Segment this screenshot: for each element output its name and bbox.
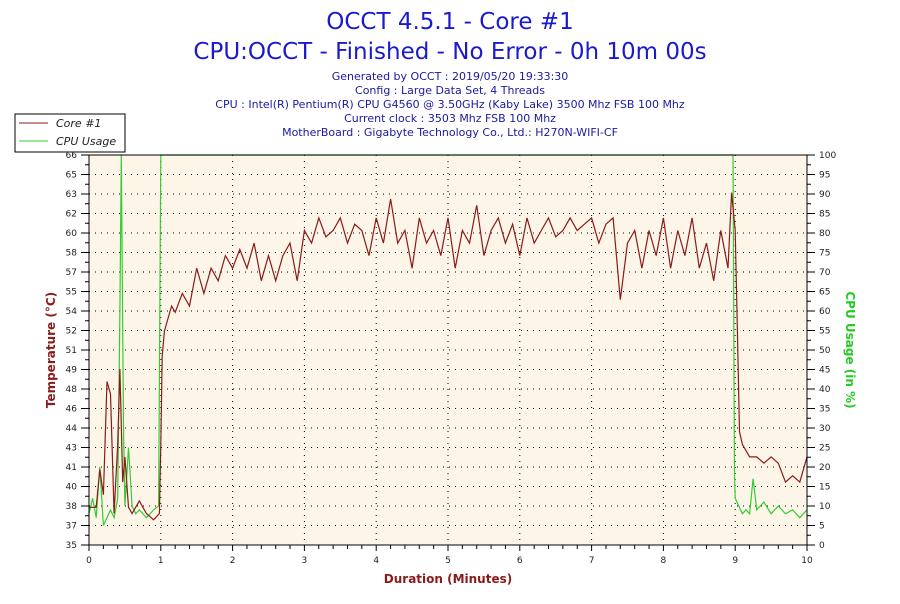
legend-label-core: Core #1 <box>56 117 101 130</box>
y-right-tick-label: 45 <box>819 366 830 376</box>
x-tick-label: 1 <box>158 556 164 566</box>
info-config: Config : Large Data Set, 4 Threads <box>355 84 545 97</box>
info-clock: Current clock : 3503 Mhz FSB 100 Mhz <box>344 112 556 125</box>
y-left-tick-label: 58 <box>66 249 78 259</box>
y-left-tick-label: 49 <box>66 366 78 376</box>
y-left-tick-label: 55 <box>66 288 77 298</box>
y-left-tick-label: 40 <box>66 483 78 493</box>
y-left-tick-label: 38 <box>66 502 78 512</box>
x-tick-label: 7 <box>589 556 595 566</box>
axes: 0 1 2 3 4 5 6 7 8 9 103537384041434446484951525455… <box>66 151 837 566</box>
y-right-tick-label: 65 <box>819 288 830 298</box>
y-right-tick-label: 5 <box>819 522 825 532</box>
legend: Core #1 CPU Usage <box>14 113 126 153</box>
y-right-tick-label: 25 <box>819 444 830 454</box>
y-right-tick-label: 40 <box>819 385 831 395</box>
y-right-tick-label: 0 <box>819 541 825 551</box>
y-right-tick-label: 95 <box>819 171 830 181</box>
x-tick-label: 6 <box>517 556 523 566</box>
x-tick-label: 8 <box>661 556 667 566</box>
y-left-tick-label: 46 <box>66 405 78 415</box>
x-tick-label: 5 <box>445 556 451 566</box>
y-left-tick-label: 57 <box>66 268 77 278</box>
y-left-tick-label: 66 <box>66 151 78 161</box>
x-axis-label: Duration (Minutes) <box>384 572 512 586</box>
y-right-tick-label: 75 <box>819 249 830 259</box>
y-right-tick-label: 50 <box>819 346 831 356</box>
y-left-tick-label: 41 <box>66 463 77 473</box>
x-tick-label: 0 <box>86 556 92 566</box>
y-axis-right-label: CPU Usage (in %) <box>843 291 857 408</box>
x-tick-label: 2 <box>230 556 236 566</box>
y-left-tick-label: 52 <box>66 327 77 337</box>
y-left-tick-label: 54 <box>66 307 78 317</box>
y-left-tick-label: 35 <box>66 541 77 551</box>
series-line-core-1 <box>89 192 808 521</box>
y-right-tick-label: 55 <box>819 327 830 337</box>
y-right-tick-label: 100 <box>819 151 836 161</box>
info-motherboard: MotherBoard : Gigabyte Technology Co., L… <box>282 126 618 139</box>
y-right-tick-label: 10 <box>819 502 831 512</box>
y-right-tick-label: 60 <box>819 307 831 317</box>
y-left-tick-label: 48 <box>66 385 78 395</box>
y-left-tick-label: 65 <box>66 171 77 181</box>
y-axis-left-label: Temperature (°C) <box>44 292 58 408</box>
y-right-tick-label: 15 <box>819 483 830 493</box>
plot-area <box>89 155 807 545</box>
y-left-tick-label: 62 <box>66 210 77 220</box>
x-tick-label: 4 <box>373 556 379 566</box>
x-tick-label: 10 <box>801 556 813 566</box>
y-left-tick-label: 60 <box>66 229 78 239</box>
y-right-tick-label: 90 <box>819 190 831 200</box>
y-left-tick-label: 63 <box>66 190 77 200</box>
y-right-tick-label: 30 <box>819 424 831 434</box>
legend-label-cpu: CPU Usage <box>56 135 116 148</box>
y-left-tick-label: 51 <box>66 346 77 356</box>
y-left-tick-label: 37 <box>66 522 77 532</box>
chart-subtitle: CPU:OCCT - Finished - No Error - 0h 10m … <box>193 39 706 65</box>
chart-title: OCCT 4.5.1 - Core #1 <box>326 9 573 35</box>
y-right-tick-label: 85 <box>819 210 830 220</box>
x-tick-label: 9 <box>732 556 738 566</box>
x-tick-label: 3 <box>302 556 308 566</box>
y-left-tick-label: 44 <box>66 424 78 434</box>
y-right-tick-label: 80 <box>819 229 831 239</box>
series-lines <box>88 154 808 526</box>
y-left-tick-label: 43 <box>66 444 77 454</box>
series-line-cpu-usage <box>88 154 808 526</box>
y-right-tick-label: 70 <box>819 268 831 278</box>
y-right-tick-label: 20 <box>819 463 831 473</box>
y-right-tick-label: 35 <box>819 405 830 415</box>
info-generated: Generated by OCCT : 2019/05/20 19:33:30 <box>332 70 569 83</box>
info-cpu: CPU : Intel(R) Pentium(R) CPU G4560 @ 3.… <box>215 98 685 111</box>
